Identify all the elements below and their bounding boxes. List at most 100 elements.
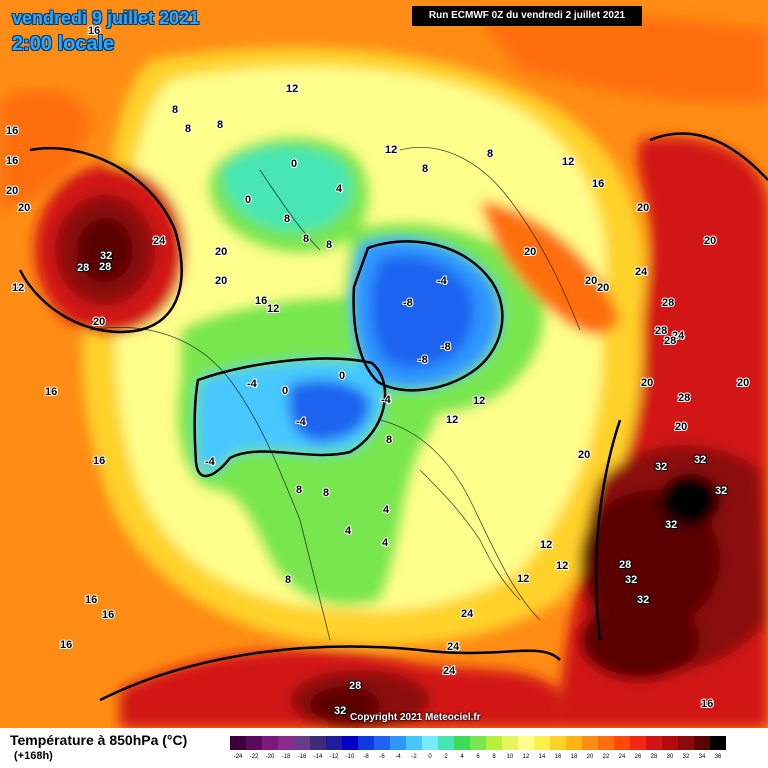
- scale-swatch: [598, 736, 614, 750]
- isotherm-value-label: 32: [637, 594, 649, 606]
- isotherm-value-label: 12: [473, 395, 485, 407]
- forecast-time: 2:00 locale: [12, 33, 115, 55]
- isotherm-value-label: 28: [664, 335, 676, 347]
- scale-tick-label: 24: [618, 754, 626, 760]
- scale-swatch: [502, 736, 518, 750]
- isotherm-value-label: 20: [637, 202, 649, 214]
- isotherm-value-label: 20: [585, 275, 597, 287]
- isotherm-value-label: 12: [12, 282, 24, 294]
- scale-swatch: [550, 736, 566, 750]
- isotherm-value-label: 16: [88, 25, 100, 37]
- isotherm-value-label: 8: [217, 119, 223, 131]
- isotherm-value-label: 28: [662, 297, 674, 309]
- isotherm-value-label: 24: [447, 641, 460, 653]
- isotherm-value-label: 24: [443, 665, 456, 677]
- isotherm-value-label: 20: [18, 202, 30, 214]
- scale-tick-label: 2: [444, 754, 448, 760]
- isotherm-value-label: 8: [422, 163, 428, 175]
- isotherm-value-label: 16: [102, 609, 114, 621]
- isotherm-value-label: 12: [517, 573, 529, 585]
- scale-tick-label: -24: [233, 754, 243, 760]
- scale-tick-label: -16: [297, 754, 307, 760]
- scale-tick-label: 18: [570, 754, 578, 760]
- scale-swatch: [486, 736, 502, 750]
- isotherm-value-label: 20: [524, 246, 536, 258]
- isotherm-value-label: 16: [6, 155, 18, 167]
- isotherm-value-label: 32: [715, 485, 727, 497]
- isotherm-value-label: -4: [205, 456, 216, 468]
- isotherm-value-label: 20: [675, 421, 687, 433]
- scale-swatch: [262, 736, 278, 750]
- scale-swatch: [230, 736, 246, 750]
- scale-swatch: [710, 736, 726, 750]
- isotherm-value-label: 4: [382, 537, 389, 549]
- isotherm-value-label: 32: [665, 519, 677, 531]
- scale-tick-label: 26: [634, 754, 642, 760]
- scale-swatch: [246, 736, 262, 750]
- scale-swatch: [566, 736, 582, 750]
- isotherm-value-label: -8: [441, 341, 451, 353]
- isotherm-value-label: 20: [597, 282, 609, 294]
- copyright-notice: Copyright 2021 Meteociel.fr: [350, 712, 481, 723]
- scale-swatch: [390, 736, 406, 750]
- isotherm-value-label: 24: [461, 608, 474, 620]
- scale-tick-label: 22: [602, 754, 610, 760]
- scale-swatch: [518, 736, 534, 750]
- legend-bar: Température à 850hPa (°C) (+168h) -24 -22…: [0, 728, 768, 768]
- isotherm-value-label: 24: [153, 235, 166, 247]
- scale-tick-label: 34: [698, 754, 706, 760]
- scale-swatch: [278, 736, 294, 750]
- isotherm-value-label: -4: [381, 394, 392, 406]
- isotherm-value-label: 20: [578, 449, 590, 461]
- isotherm-value-label: 32: [100, 250, 112, 262]
- isotherm-value-label: 24: [635, 266, 648, 278]
- isotherm-value-label: 8: [326, 239, 332, 251]
- isotherm-value-label: 12: [267, 303, 279, 315]
- scale-tick-label: -20: [265, 754, 275, 760]
- scale-tick-label: 28: [650, 754, 658, 760]
- scale-swatch: [662, 736, 678, 750]
- scale-swatch: [614, 736, 630, 750]
- scale-tick-label: -22: [249, 754, 259, 760]
- isotherm-value-label: 0: [291, 158, 297, 170]
- isotherm-value-label: 4: [336, 183, 343, 195]
- scale-swatch: [534, 736, 550, 750]
- isotherm-value-label: 28: [655, 325, 667, 337]
- scale-tick-label: 10: [506, 754, 514, 760]
- isotherm-value-label: 12: [540, 539, 552, 551]
- isotherm-value-label: 20: [6, 185, 18, 197]
- scale-tick-label: -18: [281, 754, 291, 760]
- isotherm-value-label: 8: [386, 434, 392, 446]
- scale-swatch: [342, 736, 358, 750]
- scale-swatch: [630, 736, 646, 750]
- scale-tick-label: -6: [379, 754, 385, 760]
- scale-tick-label: 8: [492, 754, 496, 760]
- scale-tick-label: 12: [522, 754, 530, 760]
- isotherm-value-label: -8: [403, 297, 413, 309]
- isotherm-value-label: 24: [672, 330, 685, 342]
- isotherm-value-label: 16: [93, 455, 105, 467]
- scale-swatch: [326, 736, 342, 750]
- isotherm-value-label: 16: [45, 386, 57, 398]
- isotherm-value-label: 12: [556, 560, 568, 572]
- isotherm-value-label: -8: [418, 354, 428, 366]
- isotherm-value-label: 16: [60, 639, 72, 651]
- isotherm-value-label: 20: [737, 377, 749, 389]
- isotherm-value-label: 28: [99, 261, 111, 273]
- scale-tick-label: -14: [313, 754, 323, 760]
- scale-swatch: [374, 736, 390, 750]
- scale-swatch: [358, 736, 374, 750]
- scale-swatch: [646, 736, 662, 750]
- isotherm-value-label: 8: [296, 484, 302, 496]
- isotherm-value-label: 20: [641, 377, 653, 389]
- isotherm-value-label: 8: [172, 104, 178, 116]
- scale-tick-label: 36: [714, 754, 722, 760]
- isotherm-value-label: -4: [296, 416, 307, 428]
- isotherm-value-label: 8: [303, 233, 309, 245]
- model-run-banner: Run ECMWF 0Z du vendredi 2 juillet 2021: [412, 6, 642, 26]
- isotherm-value-label: 12: [385, 144, 397, 156]
- scale-swatch: [422, 736, 438, 750]
- isotherm-value-label: 28: [678, 392, 690, 404]
